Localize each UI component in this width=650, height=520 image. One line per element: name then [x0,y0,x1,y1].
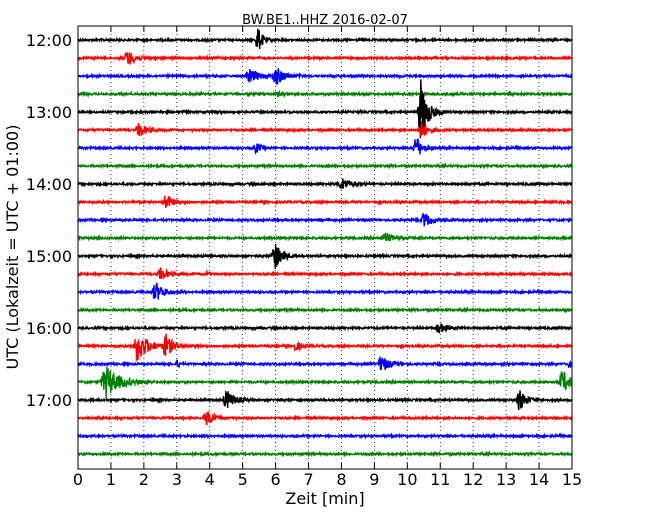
trace-1715 [77,411,573,426]
seismic-traces [77,28,573,458]
y-tick-label: 15:00 [26,247,72,266]
trace-1430 [77,213,573,227]
trace-1530 [77,282,573,300]
trace-1700 [77,390,573,411]
trace-1230 [77,68,573,86]
x-tick-label: 15 [562,470,582,489]
trace-1745 [77,450,573,458]
x-tick-labels: 0 1 2 3 4 5 6 7 8 9 10 11 12 13 14 15 [73,470,582,489]
trace-1200 [77,28,573,49]
trace-1630 [77,356,573,371]
x-tick-label: 3 [172,470,182,489]
y-tick-label: 16:00 [26,319,72,338]
trace-1315 [77,121,573,137]
trace-1300 [77,79,573,139]
x-tick-label: 14 [529,470,549,489]
axis-ticks [77,26,573,469]
trace-1615 [77,333,573,363]
x-axis-label: Zeit [min] [285,489,364,508]
trace-1215 [77,51,573,65]
plot-frame [77,25,573,470]
trace-1400 [77,178,573,189]
x-tick-label: 5 [238,470,248,489]
y-tick-labels: 12:00 13:00 14:00 15:00 16:00 17:00 [26,31,72,410]
x-tick-label: 6 [271,470,281,489]
x-tick-label: 13 [496,470,516,489]
y-axis-label: UTC (Lokalzeit = UTC + 01:00) [3,125,22,370]
chart-title: BW.BE1..HHZ 2016-02-07 [242,13,408,28]
x-tick-label: 2 [139,470,149,489]
trace-1730 [77,432,573,440]
trace-1330 [77,138,573,155]
x-tick-label: 1 [106,470,116,489]
x-tick-label: 7 [303,470,313,489]
x-tick-label: 10 [397,470,417,489]
trace-1515 [77,267,573,280]
x-tick-label: 4 [205,470,215,489]
trace-1345 [77,162,573,170]
x-tick-label: 12 [463,470,483,489]
trace-1245 [77,89,573,98]
trace-1600 [77,323,573,334]
x-tick-label: 9 [369,470,379,489]
y-tick-label: 14:00 [26,175,72,194]
trace-1645 [77,366,573,399]
y-tick-label: 13:00 [26,103,72,122]
x-tick-label: 8 [336,470,346,489]
trace-1500 [77,244,573,269]
y-tick-label: 12:00 [26,31,72,50]
x-tick-label: 0 [73,470,83,489]
trace-1545 [77,306,573,314]
y-tick-label: 17:00 [26,391,72,410]
trace-1415 [77,195,573,209]
x-tick-label: 11 [430,470,450,489]
trace-1445 [77,232,573,242]
